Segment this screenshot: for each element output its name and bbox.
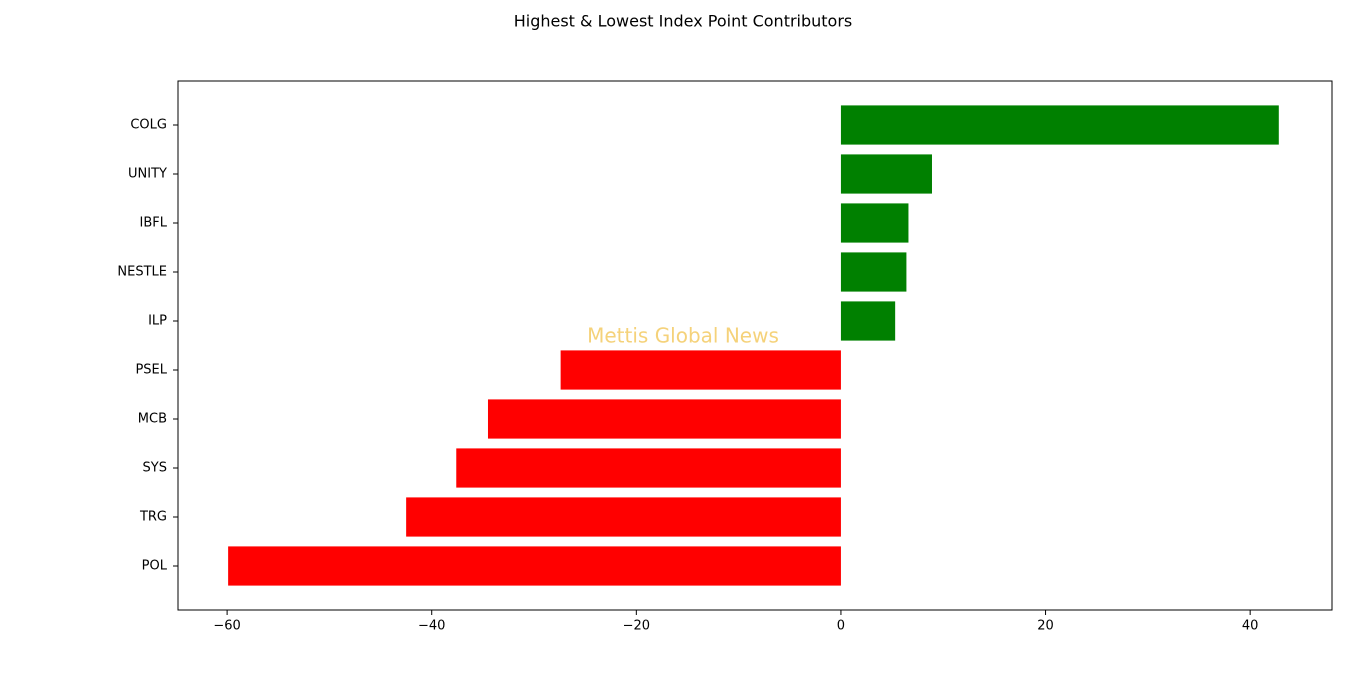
x-tick-label: −60 [213, 619, 240, 634]
y-tick-label: MCB [138, 412, 167, 427]
bar [840, 301, 896, 341]
y-tick-label: COLG [130, 118, 167, 133]
y-tick-label: TRG [139, 510, 167, 525]
y-tick-label: ILP [148, 314, 167, 329]
bar [456, 448, 841, 488]
bar [840, 154, 932, 194]
y-tick-label: NESTLE [117, 265, 167, 280]
bar [840, 252, 907, 292]
bar [560, 350, 841, 390]
y-tick-label: POL [142, 559, 168, 574]
chart-title: Highest & Lowest Index Point Contributor… [514, 12, 853, 31]
y-tick-label: IBFL [140, 216, 168, 231]
plot-frame [177, 80, 1333, 611]
bar [840, 105, 1279, 145]
bar [840, 203, 909, 243]
x-tick-label: −20 [623, 619, 650, 634]
y-tick-label: UNITY [128, 167, 167, 182]
x-tick-label: 40 [1242, 619, 1259, 634]
x-tick-label: 0 [837, 619, 845, 634]
x-tick-label: 20 [1037, 619, 1054, 634]
watermark: Mettis Global News [587, 324, 779, 348]
bar [487, 399, 841, 439]
bar [406, 497, 841, 537]
y-tick-label: SYS [143, 461, 167, 476]
bar [228, 546, 841, 586]
y-tick-label: PSEL [135, 363, 167, 378]
x-tick-label: −40 [418, 619, 445, 634]
